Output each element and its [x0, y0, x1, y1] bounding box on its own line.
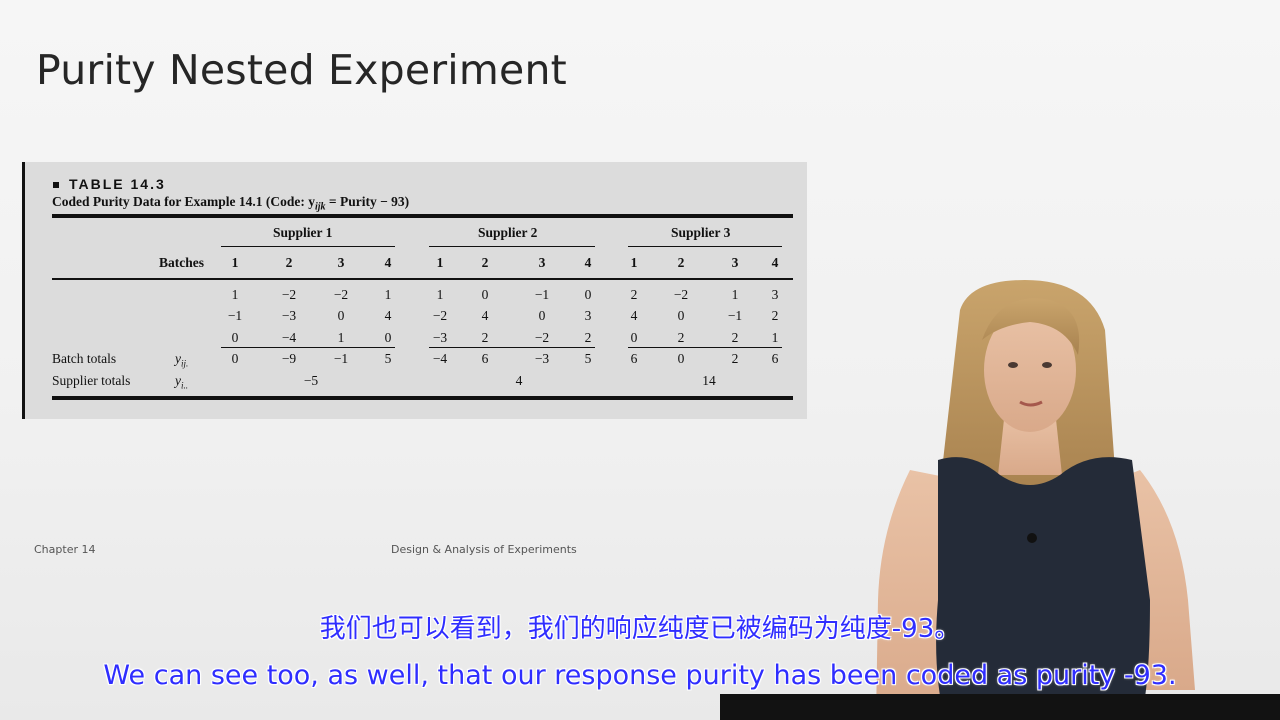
observation-cell: 0 [384, 330, 392, 345]
observation-cell: 0 [231, 330, 239, 345]
supplier-total-3: 14 [702, 373, 716, 388]
observation-cell: 4 [481, 308, 489, 323]
subtotal-rule [221, 347, 395, 348]
batch-totals-symbol-text: y [175, 351, 181, 366]
batch-totals-symbol: yij. [175, 351, 188, 369]
observation-cell: −3 [432, 330, 448, 345]
table-caption-subscript: ijk [314, 201, 326, 213]
observation-cell: 2 [481, 330, 489, 345]
observation-cell: 0 [630, 330, 638, 345]
top-rule [52, 214, 793, 218]
observation-cell: −3 [281, 308, 297, 323]
observation-cell: 0 [677, 308, 685, 323]
observation-cell: 1 [231, 287, 239, 302]
observation-cell: 1 [436, 287, 444, 302]
batch-number-header: 2 [285, 255, 293, 270]
supplier-header-2: Supplier 2 [478, 225, 538, 240]
observation-cell: 1 [337, 330, 345, 345]
observation-cell: 1 [384, 287, 392, 302]
observation-cell: −1 [534, 287, 550, 302]
supplier-total-2: 4 [515, 373, 523, 388]
observation-cell: −2 [281, 287, 297, 302]
supplier-total-1: −5 [303, 373, 319, 388]
batch-number-header: 3 [538, 255, 546, 270]
observation-cell: −2 [673, 287, 689, 302]
observation-cell: −2 [534, 330, 550, 345]
observation-cell: 1 [771, 330, 779, 345]
observation-cell: 1 [731, 287, 739, 302]
batch-total-cell: 6 [481, 351, 489, 366]
batch-number-header: 1 [231, 255, 239, 270]
footer-course: Design & Analysis of Experiments [391, 543, 577, 556]
subtotal-rule [429, 347, 595, 348]
batch-number-header: 1 [630, 255, 638, 270]
batch-total-cell: −9 [281, 351, 297, 366]
batch-totals-symbol-sub: ij. [181, 358, 189, 369]
batch-number-header: 3 [337, 255, 345, 270]
batch-number-header: 2 [481, 255, 489, 270]
bullet-square-icon [53, 182, 59, 189]
table-number: TABLE 14.3 [53, 176, 166, 192]
observation-cell: 4 [384, 308, 392, 323]
observation-cell: 4 [630, 308, 638, 323]
subtitle-chinese: 我们也可以看到，我们的响应纯度已被编码为纯度-93。 [319, 614, 961, 644]
footer-chapter: Chapter 14 [34, 543, 96, 556]
observation-cell: 2 [731, 330, 739, 345]
observation-cell: −1 [727, 308, 743, 323]
batch-total-cell: 5 [384, 351, 392, 366]
batch-total-cell: 6 [771, 351, 779, 366]
observation-cell: 2 [771, 308, 779, 323]
supplier-totals-symbol-sub: i.. [181, 380, 189, 391]
batch-number-header: 4 [384, 255, 392, 270]
observation-cell: 0 [584, 287, 592, 302]
presenter-video [876, 280, 1195, 720]
batch-number-header: 1 [436, 255, 444, 270]
observation-cell: 0 [337, 308, 345, 323]
batch-total-cell: −1 [333, 351, 349, 366]
subtotal-rule [628, 347, 782, 348]
batch-total-cell: 6 [630, 351, 638, 366]
batch-number-header: 4 [584, 255, 592, 270]
batch-total-cell: 5 [584, 351, 592, 366]
batch-total-cell: −4 [432, 351, 448, 366]
supplier-totals-label: Supplier totals [52, 373, 131, 388]
slide-title: Purity Nested Experiment [36, 46, 567, 94]
supplier-header-1: Supplier 1 [273, 225, 333, 240]
supplier-totals-symbol: yi.. [175, 373, 188, 391]
observation-cell: 3 [771, 287, 779, 302]
table-caption-text: Coded Purity Data for Example 14.1 (Code… [52, 194, 315, 209]
observation-cell: −4 [281, 330, 297, 345]
batch-total-cell: 0 [231, 351, 239, 366]
observation-cell: −2 [432, 308, 448, 323]
observation-cell: −2 [333, 287, 349, 302]
supplier-underline-3 [628, 246, 782, 247]
batch-number-header: 4 [771, 255, 779, 270]
table-caption: Coded Purity Data for Example 14.1 (Code… [52, 194, 409, 213]
observation-cell: 3 [584, 308, 592, 323]
podium [720, 694, 1280, 720]
bottom-rule [52, 396, 793, 400]
observation-cell: −1 [227, 308, 243, 323]
batches-label: Batches [159, 255, 204, 270]
observation-cell: 2 [677, 330, 685, 345]
observation-cell: 0 [481, 287, 489, 302]
supplier-underline-1 [221, 246, 395, 247]
table-caption-rest: = Purity − 93) [325, 194, 410, 209]
batch-totals-label: Batch totals [52, 351, 117, 366]
subtitle-english: We can see too, as well, that our respon… [103, 660, 1177, 691]
supplier-header-3: Supplier 3 [671, 225, 731, 240]
batch-total-cell: 2 [731, 351, 739, 366]
batch-number-header: 3 [731, 255, 739, 270]
supplier-underline-2 [429, 246, 595, 247]
observation-cell: 2 [584, 330, 592, 345]
table-panel: TABLE 14.3 Coded Purity Data for Example… [22, 162, 807, 419]
header-rule [52, 278, 793, 280]
batch-total-cell: −3 [534, 351, 550, 366]
batch-number-header: 2 [677, 255, 685, 270]
observation-cell: 0 [538, 308, 546, 323]
batch-total-cell: 0 [677, 351, 685, 366]
observation-cell: 2 [630, 287, 638, 302]
table-number-text: TABLE 14.3 [69, 176, 166, 192]
supplier-totals-symbol-text: y [175, 373, 181, 388]
